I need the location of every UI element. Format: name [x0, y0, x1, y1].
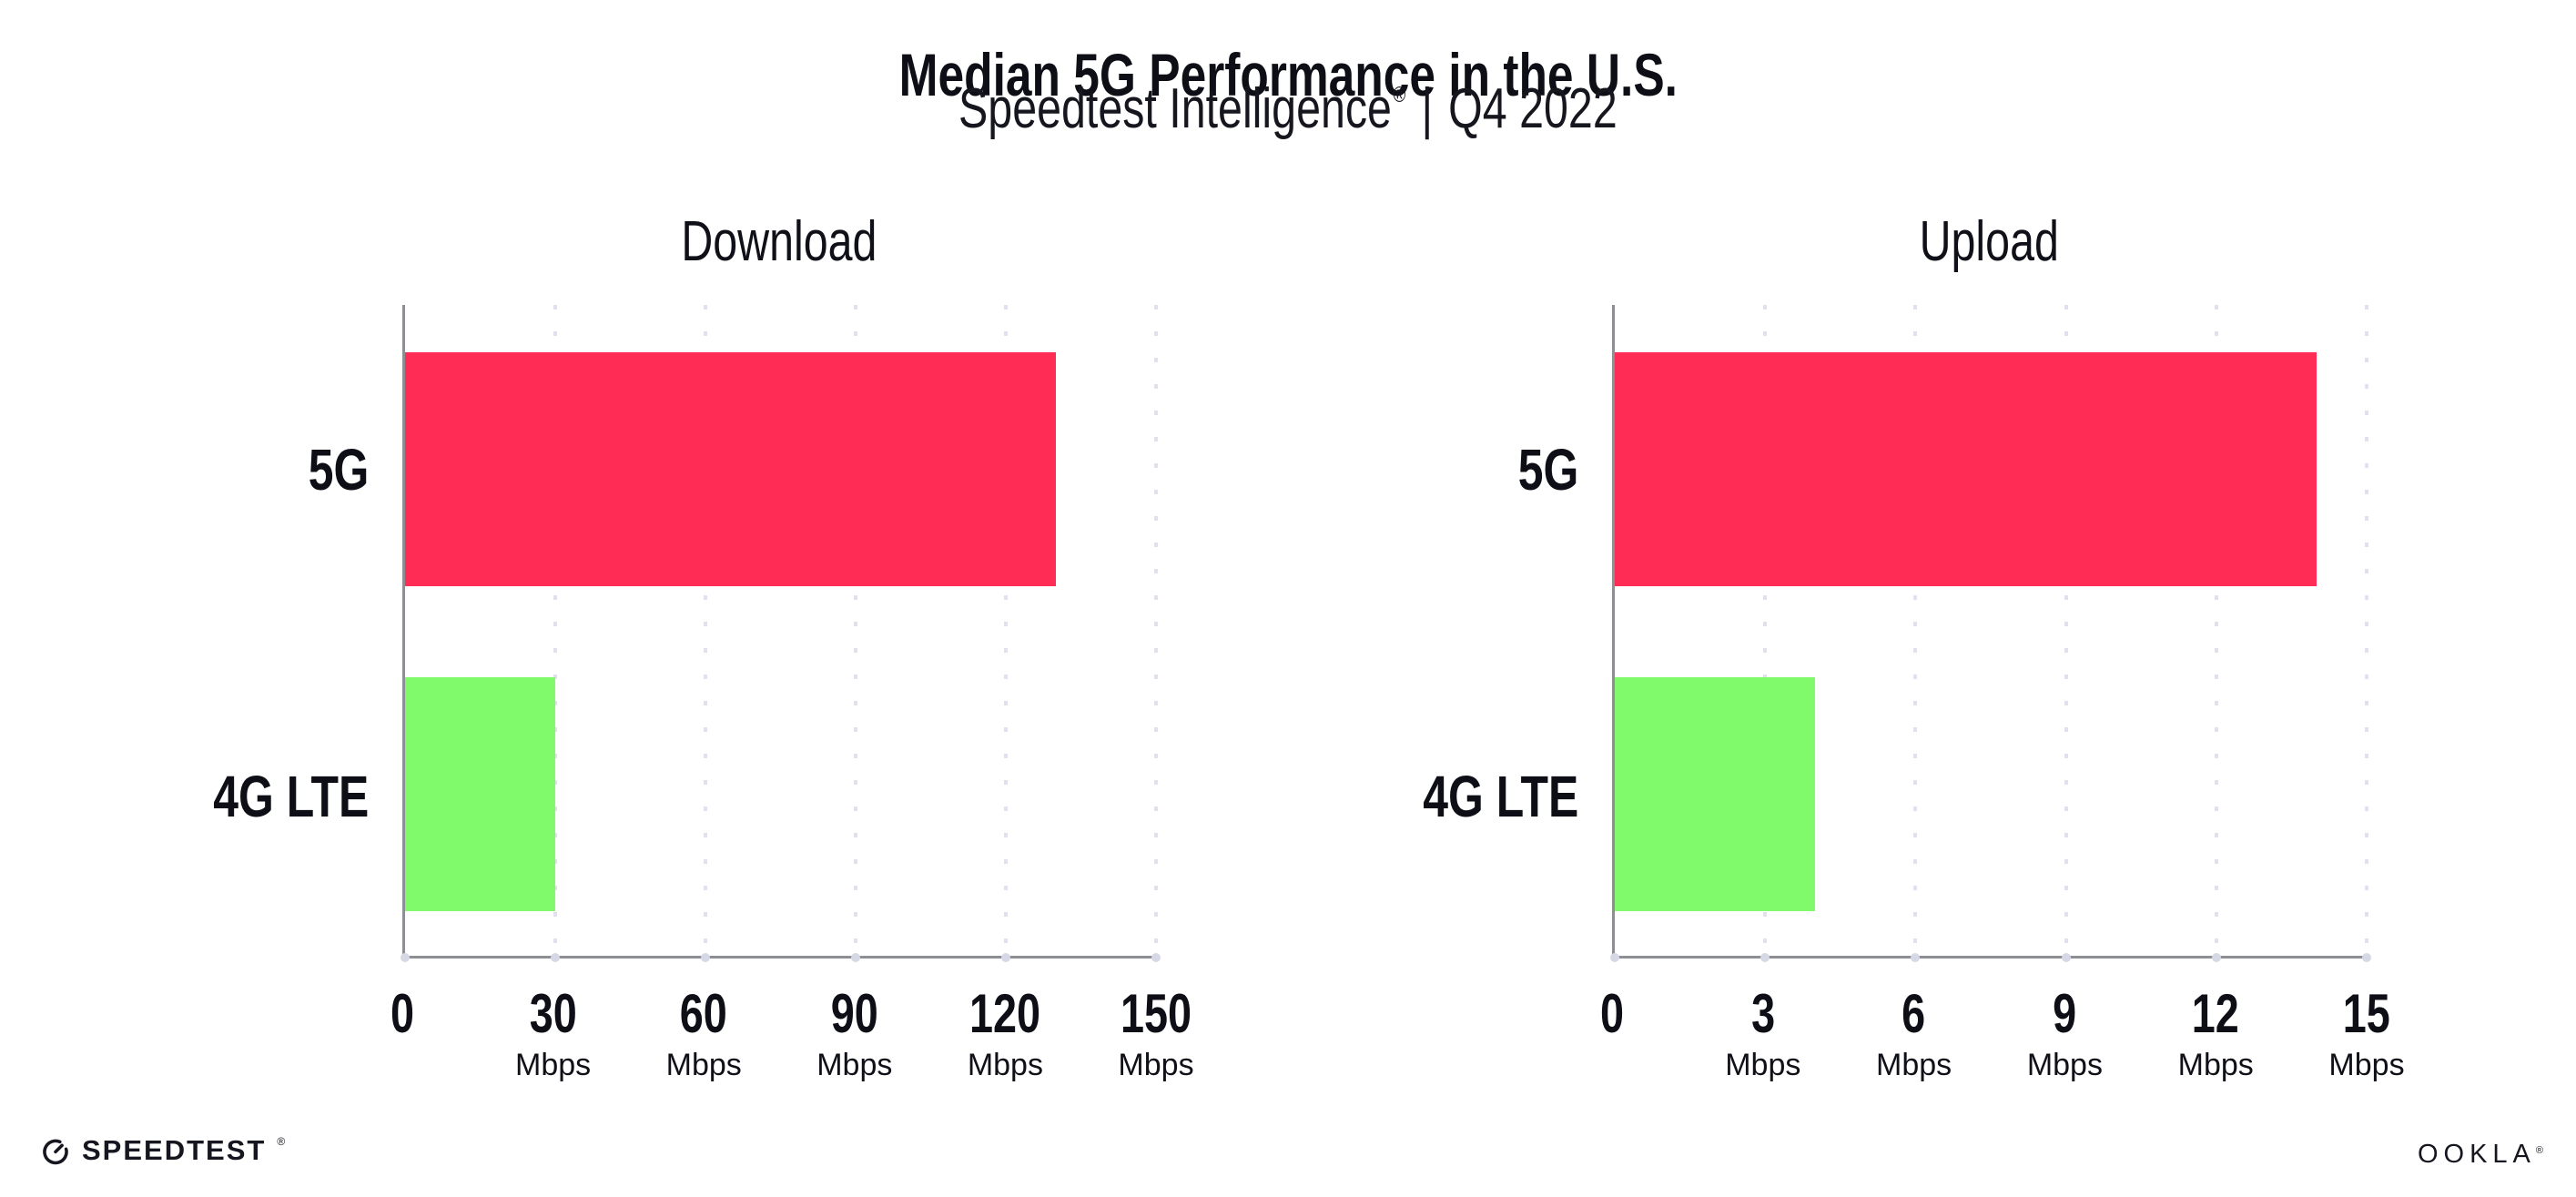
- x-tick-label: 12 Mbps: [2178, 985, 2254, 1083]
- plot-area-upload: [1610, 305, 2371, 962]
- tick-mark: [701, 953, 710, 962]
- gridline: [1913, 305, 1918, 956]
- ookla-wordmark: OOKLA: [2417, 1140, 2536, 1169]
- plot-area-download: [401, 305, 1161, 962]
- x-axis-labels-upload: 0 3 Mbps 6 Mbps 9 Mbps 12 Mbps 15 Mbps: [1600, 985, 2405, 1140]
- gridline: [2365, 305, 2368, 956]
- x-tick-label: 0: [1597, 985, 1627, 1042]
- tick-mark: [551, 953, 560, 962]
- chart-title-download: Download: [402, 209, 1156, 274]
- chart-title-text: Download: [681, 210, 877, 273]
- speedtest-logo: SPEEDTEST ®: [40, 1134, 285, 1167]
- x-tick-label: 15 Mbps: [2328, 985, 2404, 1083]
- category-label-4g-lte: 4G LTE: [1422, 763, 1578, 829]
- gridline: [553, 305, 557, 956]
- tick-mark: [1911, 953, 1921, 962]
- x-tick-label: 30 Mbps: [515, 985, 591, 1083]
- category-label-4g-lte: 4G LTE: [212, 763, 369, 829]
- page-title: Median 5G Performance in the U.S.: [0, 40, 2576, 109]
- x-tick-value: 90: [830, 983, 878, 1044]
- bar-4g-lte: [1615, 677, 1816, 911]
- bar-5g: [405, 351, 1056, 586]
- category-label-5g: 5G: [308, 436, 369, 502]
- x-tick-label: 150 Mbps: [1111, 985, 1202, 1083]
- y-axis-labels-download: 5G 4G LTE: [91, 305, 369, 959]
- gridline: [1154, 305, 1158, 956]
- x-tick-value: 30: [529, 983, 577, 1044]
- tick-mark: [2362, 953, 2371, 962]
- tick-mark: [1610, 953, 1619, 962]
- x-tick-value: 0: [390, 983, 415, 1044]
- tick-mark: [1001, 953, 1010, 962]
- x-tick-unit: Mbps: [1725, 1048, 1801, 1082]
- gridline: [2214, 305, 2218, 956]
- x-tick-value: 15: [2342, 983, 2391, 1044]
- x-tick-label: 0: [387, 985, 417, 1042]
- x-tick-unit: Mbps: [2328, 1048, 2405, 1082]
- chart-title-text: Upload: [1919, 210, 2060, 273]
- ookla-registered-mark: ®: [2535, 1145, 2543, 1156]
- x-tick-unit: Mbps: [2177, 1048, 2254, 1082]
- tick-mark: [1151, 953, 1161, 962]
- x-tick-value: 6: [1902, 983, 1926, 1044]
- tick-mark: [2061, 953, 2071, 962]
- bar-4g-lte: [405, 677, 555, 911]
- x-tick-value: 0: [1599, 983, 1625, 1044]
- x-tick-value: 60: [680, 983, 728, 1044]
- page-subtitle: Speedtest Intelligence® | Q4 2022: [0, 76, 2576, 141]
- gridline: [2064, 305, 2068, 956]
- x-tick-value: 12: [2192, 983, 2240, 1044]
- gridline: [1004, 305, 1008, 956]
- x-tick-unit: Mbps: [2026, 1048, 2103, 1082]
- tick-mark: [401, 953, 410, 962]
- subtitle-brand: Speedtest Intelligence: [958, 77, 1393, 140]
- x-tick-label: 3 Mbps: [1725, 985, 1800, 1083]
- x-tick-label: 120 Mbps: [959, 985, 1050, 1083]
- x-tick-label: 9 Mbps: [2027, 985, 2103, 1083]
- subtitle-period: Q4 2022: [1448, 77, 1618, 140]
- category-label-5g: 5G: [1517, 436, 1578, 502]
- speedtest-registered-mark: ®: [277, 1135, 286, 1148]
- x-tick-unit: Mbps: [515, 1048, 592, 1082]
- x-tick-unit: Mbps: [816, 1048, 893, 1082]
- x-tick-label: 60 Mbps: [666, 985, 742, 1083]
- x-tick-unit: Mbps: [1876, 1048, 1952, 1082]
- gridline: [704, 305, 707, 956]
- tick-mark: [1760, 953, 1770, 962]
- x-tick-label: 90 Mbps: [816, 985, 892, 1083]
- x-tick-value: 120: [969, 983, 1041, 1044]
- gridline: [1763, 305, 1768, 956]
- x-tick-label: 6 Mbps: [1876, 985, 1952, 1083]
- page-title-text: Median 5G Performance in the U.S.: [898, 41, 1678, 109]
- x-tick-unit: Mbps: [1118, 1048, 1194, 1082]
- tick-mark: [2211, 953, 2221, 962]
- tick-mark: [851, 953, 860, 962]
- registered-mark: ®: [1393, 83, 1406, 107]
- chart-title-upload: Upload: [1612, 209, 2367, 274]
- x-tick-value: 3: [1750, 983, 1775, 1044]
- x-tick-value: 150: [1120, 983, 1192, 1044]
- y-axis-labels-upload: 5G 4G LTE: [1301, 305, 1578, 959]
- subtitle-separator: |: [1421, 77, 1434, 140]
- speedtest-gauge-icon: [43, 1139, 68, 1165]
- gridline: [854, 305, 857, 956]
- x-tick-value: 9: [2053, 983, 2077, 1044]
- x-tick-unit: Mbps: [665, 1048, 742, 1082]
- x-axis-labels-download: 0 30 Mbps 60 Mbps 90 Mbps 120 Mbps 150 Mbps: [390, 985, 1194, 1140]
- page-subtitle-text: Speedtest Intelligence® | Q4 2022: [958, 76, 1618, 141]
- ookla-logo: OOKLA®: [2418, 1140, 2543, 1170]
- bar-5g: [1615, 351, 2317, 586]
- speedtest-wordmark: SPEEDTEST: [82, 1134, 267, 1166]
- x-tick-unit: Mbps: [967, 1048, 1043, 1082]
